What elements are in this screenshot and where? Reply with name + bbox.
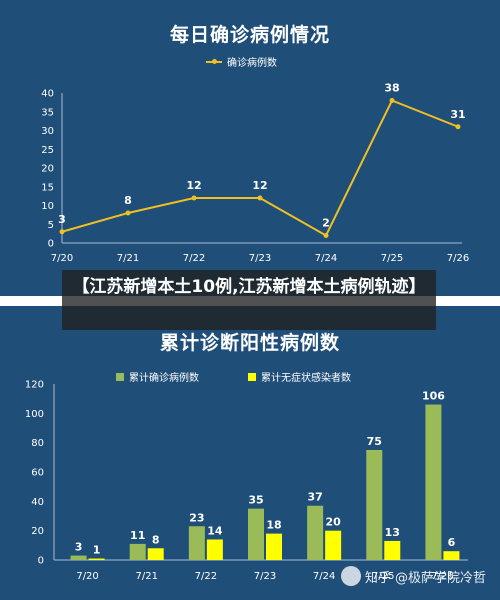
data-label: 12 bbox=[186, 179, 201, 192]
x-tick-label: 7/20 bbox=[76, 571, 98, 582]
x-tick-label: 7/25 bbox=[372, 571, 394, 582]
watermark-logo-icon bbox=[340, 566, 361, 586]
bar-asymptomatic bbox=[443, 551, 460, 560]
x-tick-label: 7/24 bbox=[313, 571, 335, 582]
bar-confirmed bbox=[129, 543, 146, 560]
bar-confirmed bbox=[366, 450, 383, 560]
y-tick-label: 5 bbox=[48, 220, 54, 231]
bar-confirmed bbox=[307, 505, 324, 560]
x-tick-label: 7/21 bbox=[117, 253, 139, 264]
chart-legend-item: 累计确诊病例数 bbox=[116, 369, 199, 384]
legend-entry: 累计无症状感染者数 bbox=[261, 373, 351, 384]
data-label: 14 bbox=[207, 524, 223, 537]
x-tick-label: 7/26 bbox=[431, 571, 453, 582]
data-label: 38 bbox=[384, 82, 399, 95]
chart-title: 累计诊断阳性病例数 bbox=[159, 332, 340, 354]
x-tick-label: 7/22 bbox=[195, 571, 217, 582]
bar-asymptomatic bbox=[384, 540, 401, 560]
y-tick-label: 40 bbox=[41, 89, 54, 100]
data-label: 12 bbox=[252, 179, 267, 192]
data-label: 8 bbox=[152, 533, 160, 546]
cumulative-cases-chart: 累计诊断阳性病例数 累计确诊病例数 累计无症状感染者数 0 20 40 60 80 100… bbox=[0, 306, 500, 600]
data-label: 1 bbox=[93, 544, 101, 557]
article-title-overlay: 【江苏新增本土10例,江苏新增本土病例轨迹】 bbox=[62, 270, 436, 330]
data-label: 11 bbox=[130, 529, 145, 542]
data-label: 75 bbox=[367, 435, 382, 448]
watermark: 知乎 @极萨学院冷哲 bbox=[340, 566, 486, 586]
series-line bbox=[61, 99, 459, 237]
legend-entry: 确诊病例数 bbox=[227, 58, 277, 69]
x-tick-label: 7/25 bbox=[381, 253, 403, 264]
y-tick-label: 100 bbox=[25, 409, 44, 420]
data-point bbox=[59, 229, 65, 235]
bar-asymptomatic bbox=[266, 533, 282, 560]
data-label: 18 bbox=[266, 519, 281, 532]
legend-entry: 累计确诊病例数 bbox=[129, 373, 199, 384]
daily-cases-chart: 每日确诊病例情况 确诊病例数 0 5 10 15 20 25 30 35 40 7/20 7/21 7… bbox=[0, 0, 500, 296]
data-label: 2 bbox=[322, 217, 330, 230]
bar-asymptomatic bbox=[88, 558, 105, 560]
chart-title: 每日确诊病例情况 bbox=[169, 24, 330, 46]
bar-asymptomatic bbox=[206, 539, 223, 560]
data-label: 106 bbox=[422, 390, 445, 403]
x-tick-label: 7/23 bbox=[254, 571, 276, 582]
chart-legend-item: 累计无症状感染者数 bbox=[248, 369, 351, 384]
data-point bbox=[125, 210, 131, 216]
data-point bbox=[389, 98, 395, 103]
data-point bbox=[257, 195, 263, 201]
bar-confirmed bbox=[248, 508, 264, 560]
data-label: 13 bbox=[385, 526, 400, 539]
x-tick-label: 7/23 bbox=[249, 253, 271, 264]
chart-legend: 确诊病例数 bbox=[206, 54, 277, 69]
data-label: 35 bbox=[248, 494, 263, 507]
x-tick-label: 7/20 bbox=[51, 253, 73, 264]
y-tick-label: 80 bbox=[31, 438, 44, 449]
data-point bbox=[191, 195, 197, 201]
y-tick-label: 0 bbox=[48, 239, 54, 250]
bar-confirmed bbox=[425, 404, 442, 560]
y-tick-label: 20 bbox=[41, 164, 54, 175]
y-tick-label: 35 bbox=[41, 107, 54, 118]
x-tick-label: 7/21 bbox=[135, 571, 157, 582]
data-label: 23 bbox=[189, 511, 204, 524]
x-tick-label: 7/22 bbox=[183, 253, 205, 264]
line-chart-svg: 0 5 10 15 20 25 30 35 40 7/20 7/21 7/22 7/23 7/24 7/25… bbox=[41, 82, 469, 265]
x-tick-label: 7/26 bbox=[447, 253, 469, 264]
y-tick-label: 120 bbox=[25, 380, 44, 391]
y-tick-label: 0 bbox=[38, 556, 44, 567]
y-tick-label: 15 bbox=[41, 182, 54, 193]
data-label: 20 bbox=[325, 516, 341, 529]
data-label: 31 bbox=[450, 108, 465, 121]
y-tick-label: 60 bbox=[31, 468, 44, 479]
legend-swatch bbox=[206, 58, 222, 64]
y-tick-label: 10 bbox=[41, 201, 54, 212]
y-tick-label: 25 bbox=[41, 145, 54, 156]
data-label: 6 bbox=[448, 536, 456, 549]
y-tick-label: 20 bbox=[31, 526, 44, 537]
data-point bbox=[323, 233, 329, 238]
data-label: 3 bbox=[58, 213, 66, 226]
bar-asymptomatic bbox=[325, 530, 342, 560]
x-tick-label: 7/24 bbox=[315, 253, 337, 264]
bar-confirmed bbox=[188, 526, 205, 560]
data-label: 8 bbox=[124, 194, 132, 207]
data-point bbox=[455, 124, 461, 130]
y-tick-label: 40 bbox=[31, 497, 44, 508]
y-tick-label: 30 bbox=[41, 126, 54, 137]
data-label: 3 bbox=[75, 541, 83, 554]
bar-asymptomatic bbox=[147, 548, 164, 560]
data-label: 37 bbox=[307, 491, 322, 504]
legend-swatch bbox=[116, 372, 124, 381]
watermark-text: 知乎 @极萨学院冷哲 bbox=[364, 570, 486, 586]
legend-swatch bbox=[248, 372, 256, 381]
bar-confirmed bbox=[70, 555, 87, 560]
